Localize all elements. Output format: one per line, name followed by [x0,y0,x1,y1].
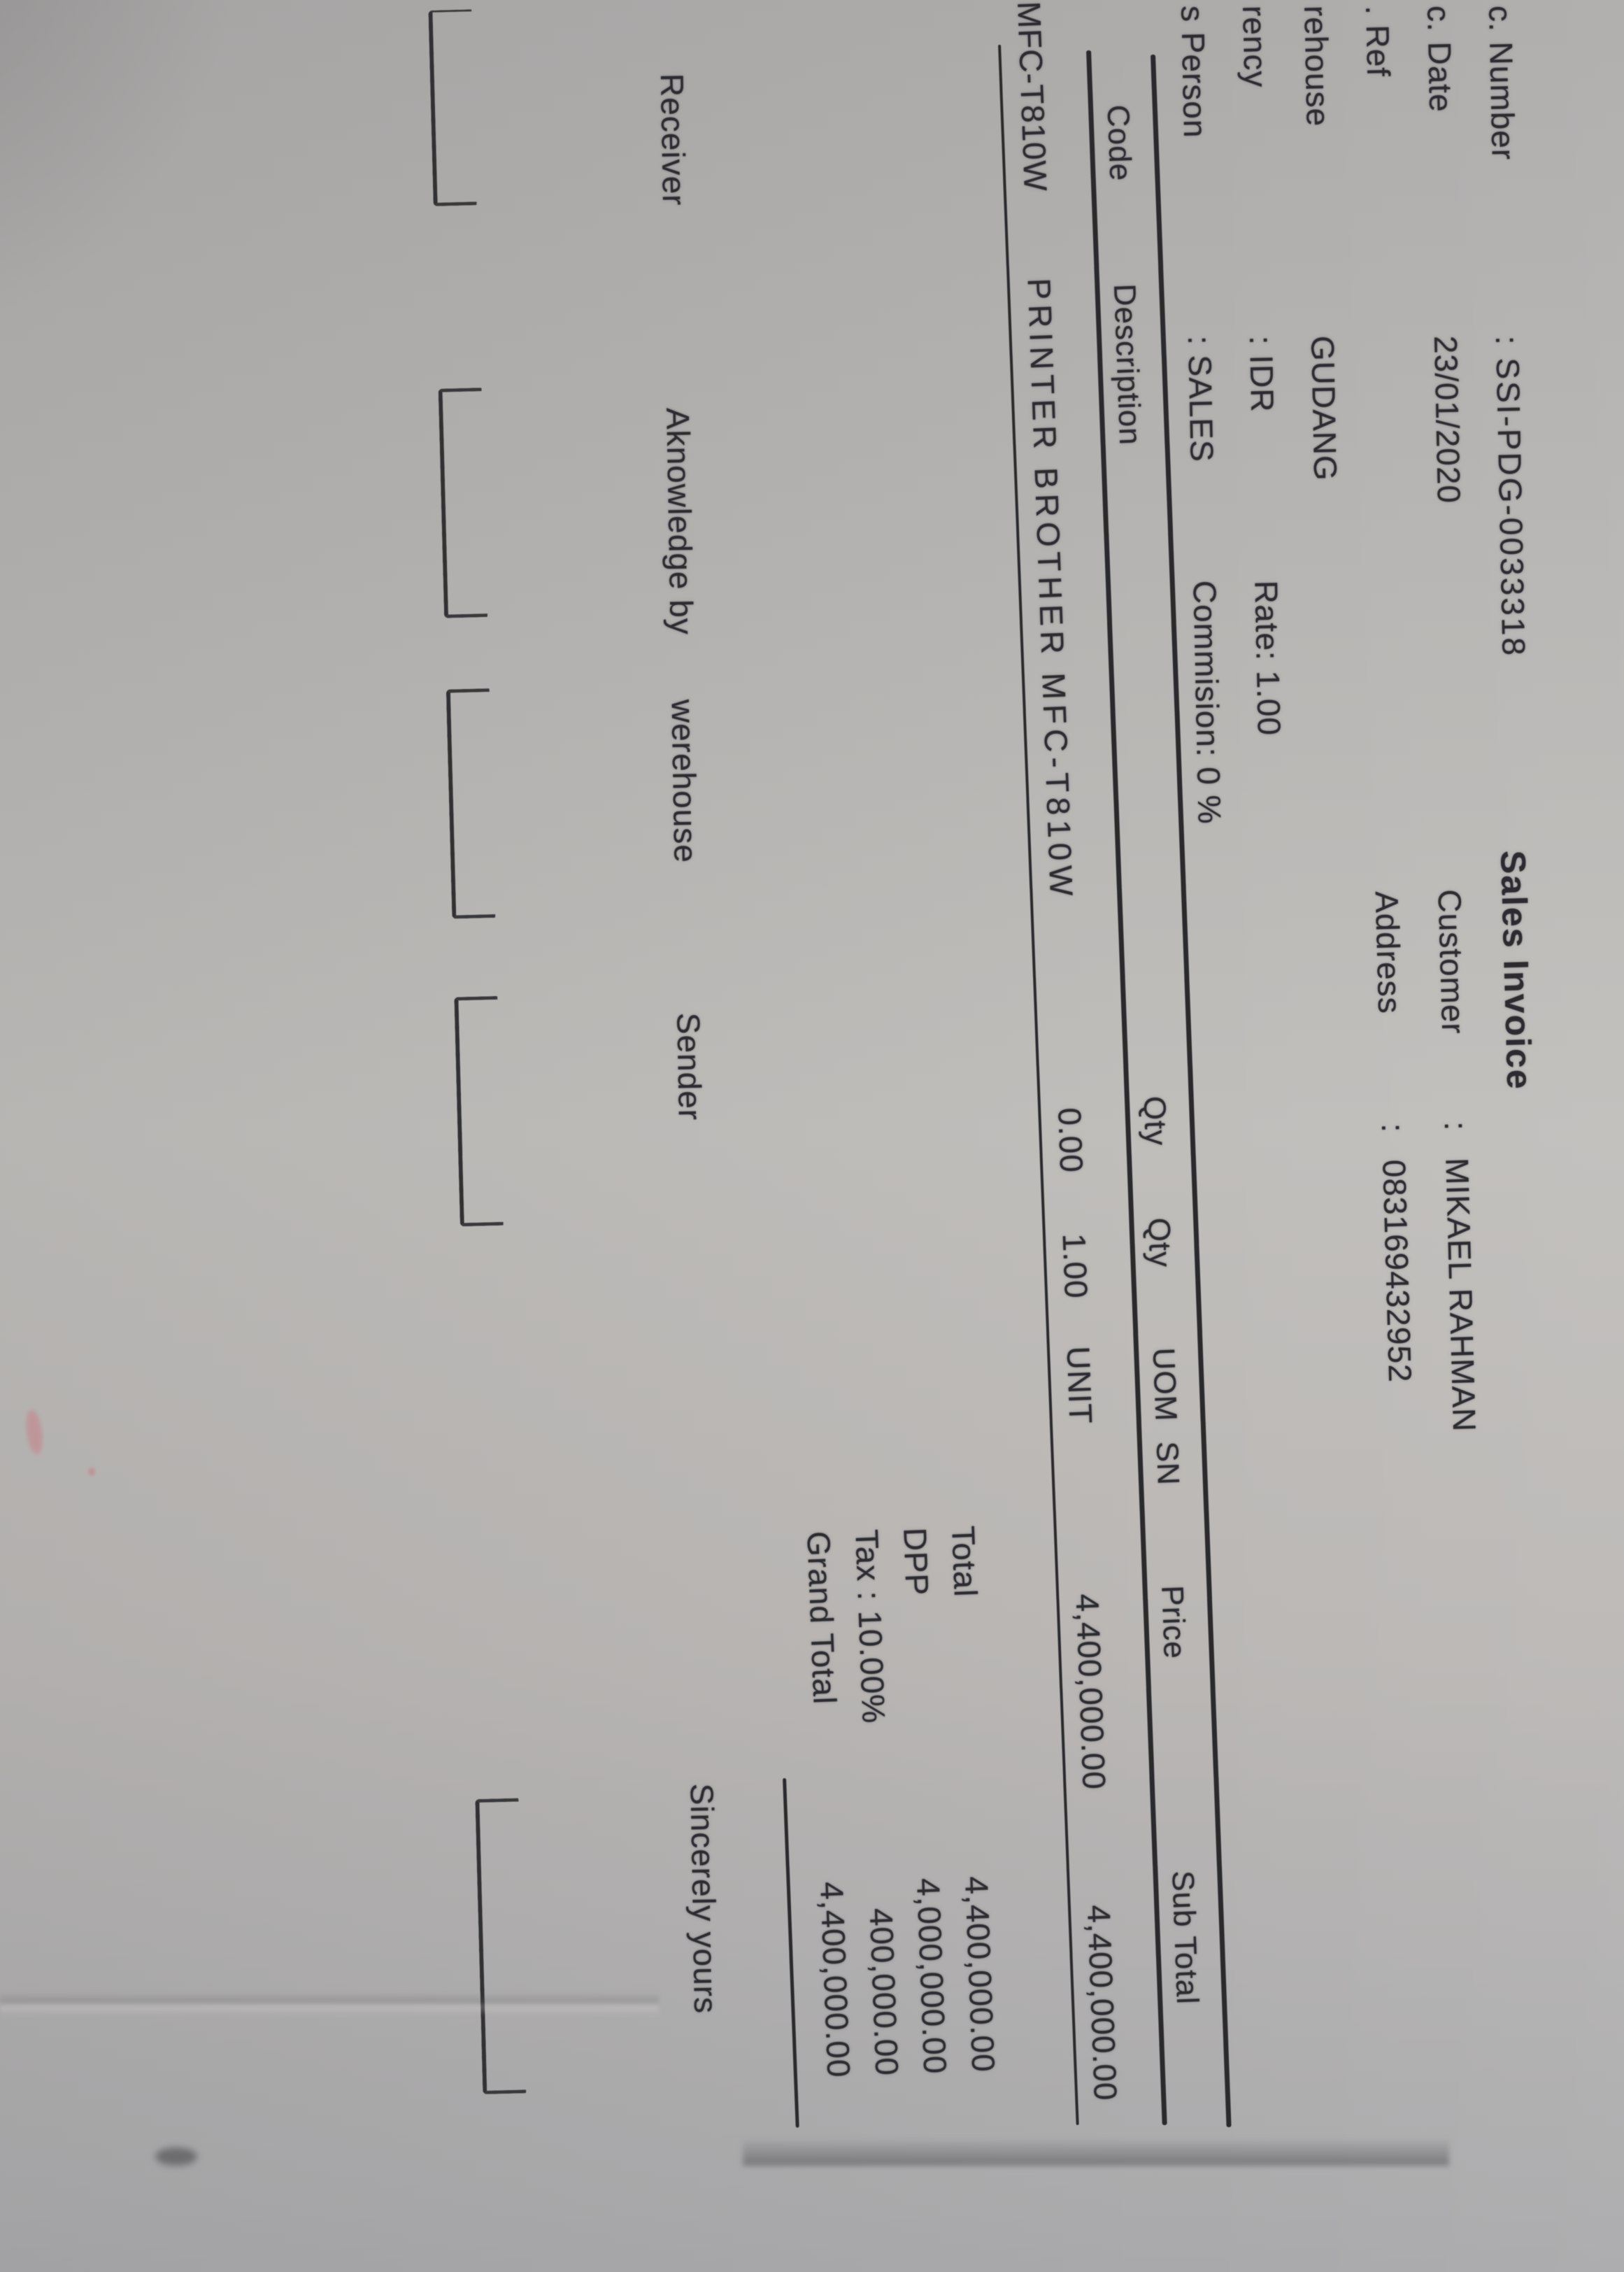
customer-name: MIKAEL RAHMAN [1439,1157,1483,1433]
tax-label: Tax : 10.00% [848,1528,892,1725]
tax-value: 400,000.00 [862,1907,906,2077]
item-uom: UNIT [1060,1345,1099,1425]
paper-edge-shadow [743,2138,1449,2166]
col-header-uom: UOM [1146,1347,1183,1423]
currency-value: : IDR [1243,335,1281,413]
title-customer-block: Sales Invoice Customer : MIKAEL RAHMAN A… [1351,850,1560,1834]
signature-sender-label: Sender [670,1012,708,1121]
dpp-label: DPP [897,1526,936,1597]
signature-box-sincerely [475,1798,527,2094]
page-title: Sales Invoice [1493,850,1539,1091]
currency-label: rency [1236,5,1274,88]
address-colon: : [1374,1123,1412,1134]
col-header-qty1: Qty [1137,1095,1174,1147]
invoice-content: c. Number : SSI-PDG-0033318 c. Date 23/0… [0,0,1560,2166]
currency-rate: Rate: 1.00 [1248,580,1288,737]
doc-date-value: 23/01/2020 [1427,335,1468,504]
col-header-price: Price [1155,1584,1192,1660]
paper-crease [0,1992,659,2016]
item-qty1: 0.00 [1051,1107,1090,1174]
col-header-qty2: Qty [1141,1216,1178,1269]
col-header-description: Description [1107,283,1148,446]
doc-number-value: : SSI-PDG-0033318 [1489,335,1532,658]
grand-total-label: Grand Total [800,1531,843,1705]
meta-row-currency: rency : IDR Rate: 1.00 [1234,0,1295,1049]
signature-box-sender [454,995,504,1227]
signature-box-warehouse [446,688,496,919]
address-label: Address [1368,890,1409,1015]
grand-total-underline [783,1777,799,2128]
signature-acknowledge-label: Aknowledge by [660,407,700,636]
item-qty2: 1.00 [1055,1233,1095,1300]
total-label: Total [945,1525,984,1598]
item-price: 4,400,000.00 [1069,1593,1113,1791]
meta-row-warehouse: rehouse GUDANG [1295,0,1356,1049]
item-subtotal: 4,400,000.00 [1080,1904,1125,2102]
pink-ink-smudge [23,1408,45,1456]
item-code: MFC-T810W [1011,1,1055,192]
doc-number-label: c. Number [1482,5,1522,161]
signature-box-receiver [428,9,477,206]
paper-edge-smudge [155,2147,197,2166]
warehouse-label: rehouse [1297,5,1337,127]
signature-receiver-label: Receiver [653,73,693,206]
customer-colon: : [1437,1121,1475,1132]
col-header-code: Code [1100,104,1138,182]
warehouse-value: GUDANG [1304,335,1344,482]
dpp-value: 4,000,000.00 [910,1877,954,2075]
pink-ink-speck [88,1468,95,1476]
signature-box-row [428,0,527,2133]
col-header-subtotal: Sub Total [1165,1870,1205,2005]
sales-person-label: s Person [1174,5,1214,139]
totals-block: Total 4,400,000.00 DPP 4,000,000.00 Tax … [793,1504,1007,2079]
sales-person-commission: Commision: 0 % [1186,580,1228,825]
address-value: 083169432952 [1376,1158,1419,1384]
doc-ref-label: . Ref [1359,5,1397,78]
signature-box-acknowledge [438,388,488,618]
customer-label: Customer [1431,888,1472,1035]
sales-person-value: : SALES [1181,335,1220,463]
grand-total-value: 4,400,000.00 [813,1881,857,2079]
signature-label-row: Receiver Aknowledge by werehouse Sender … [650,0,726,2099]
signature-sincerely-label: Sincerely yours [683,1783,725,2015]
signature-warehouse-label: werehouse [664,699,704,864]
total-value: 4,400,000.00 [957,1875,1002,2073]
doc-date-label: c. Date [1420,5,1460,113]
col-header-sn: SN [1149,1440,1185,1486]
